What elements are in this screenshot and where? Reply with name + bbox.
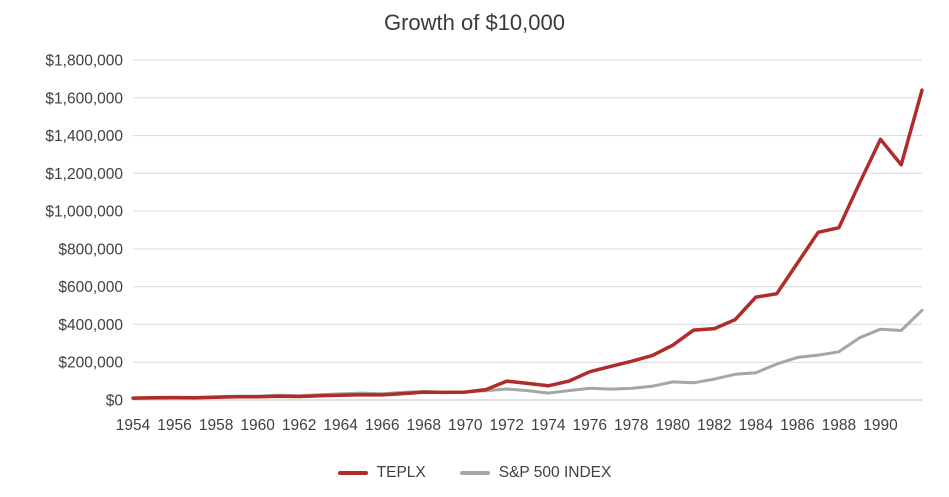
chart-legend: TEPLX S&P 500 INDEX (0, 449, 949, 497)
sp500-line-swatch (459, 471, 490, 475)
x-axis-tick-label: 1968 (406, 417, 440, 434)
x-axis-tick-label: 1988 (822, 417, 856, 434)
x-axis-tick-label: 1954 (116, 417, 151, 434)
x-axis-tick-label: 1970 (448, 417, 483, 434)
x-axis-tick-label: 1976 (573, 417, 607, 434)
teplx-line-swatch (337, 471, 368, 475)
x-axis-tick-label: 1956 (157, 417, 191, 434)
plot-area: $0 $200,000 $400,000 $600,000 $800,000 $1,000… (0, 42, 949, 449)
x-axis-tick-label: 1990 (863, 417, 898, 434)
x-axis-tick-label: 1972 (489, 417, 523, 434)
y-axis-tick-label: $1,800,000 (45, 53, 123, 70)
x-axis-tick-label: 1958 (199, 417, 233, 434)
x-axis-tick-label: 1964 (323, 417, 358, 434)
y-axis-tick-label: $200,000 (58, 355, 123, 372)
chart-svg: $0 $200,000 $400,000 $600,000 $800,000 $1,000… (45, 53, 924, 434)
y-axis-tick-label: $1,000,000 (45, 204, 123, 221)
legend-item-teplx[interactable]: TEPLX (337, 464, 426, 482)
teplx-line (131, 88, 924, 400)
y-axis-tick-label: $1,400,000 (45, 128, 123, 145)
x-axis-tick-label: 1974 (531, 417, 566, 434)
chart-title: Growth of $10,000 (383, 10, 565, 35)
x-axis-tick-label: 1982 (697, 417, 731, 434)
x-axis-tick-label: 1978 (614, 417, 648, 434)
x-axis-tick-label: 1966 (365, 417, 399, 434)
y-axis-tick-label: $0 (106, 393, 124, 410)
y-axis-tick-label: $400,000 (58, 317, 123, 334)
legend-item-sp500[interactable]: S&P 500 INDEX (459, 464, 612, 482)
x-axis-tick-label: 1986 (780, 417, 814, 434)
legend-label-sp500: S&P 500 INDEX (498, 464, 612, 481)
y-axis-tick-label: $800,000 (58, 241, 123, 258)
y-axis-tick-label: $1,600,000 (45, 90, 123, 107)
y-axis-tick-label: $1,200,000 (45, 166, 123, 183)
x-axis-tick-label: 1980 (656, 417, 691, 434)
legend-label-teplx: TEPLX (376, 464, 426, 481)
x-axis-tick-label: 1960 (240, 417, 275, 434)
x-axis-tick-label: 1984 (739, 417, 774, 434)
y-axis-tick-label: $600,000 (58, 279, 123, 296)
x-axis-tick-label: 1962 (282, 417, 316, 434)
